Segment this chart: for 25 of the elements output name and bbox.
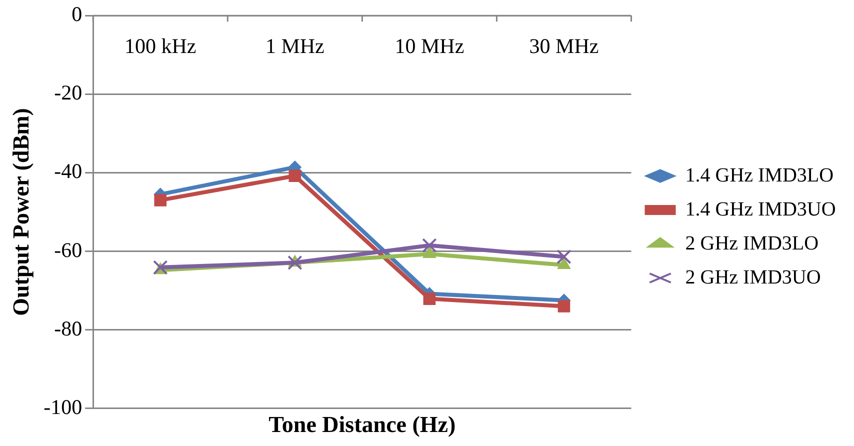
x-tick-label: 1 MHz (265, 34, 324, 58)
point (556, 249, 572, 264)
x-axis-title: Tone Distance (Hz) (268, 412, 456, 438)
y-axis-title: Output Power (dBm) (8, 108, 34, 316)
y-tick-label: 0 (72, 2, 82, 26)
point (288, 170, 302, 182)
point (154, 194, 167, 206)
point (558, 300, 570, 312)
legend-label: 1.4 GHz IMD3UO (685, 198, 836, 220)
legend-label: 1.4 GHz IMD3LO (685, 164, 834, 186)
point (288, 255, 302, 270)
y-tick-label: -40 (54, 159, 82, 184)
legend-label: 2 GHz IMD3LO (685, 232, 819, 254)
point (422, 238, 437, 253)
x-tick-label: 30 MHz (529, 34, 599, 58)
point (422, 246, 436, 258)
x-tick-label: 10 MHz (394, 34, 464, 58)
point (557, 258, 571, 270)
legend-label: 2 GHz IMD3UO (685, 266, 821, 288)
y-tick-label: -80 (54, 316, 82, 340)
point (423, 292, 436, 305)
y-tick-label: -20 (54, 80, 82, 105)
y-tick-label: -60 (54, 238, 82, 262)
y-tick-label: -100 (44, 394, 82, 419)
x-tick-label: 100 kHz (124, 34, 196, 58)
